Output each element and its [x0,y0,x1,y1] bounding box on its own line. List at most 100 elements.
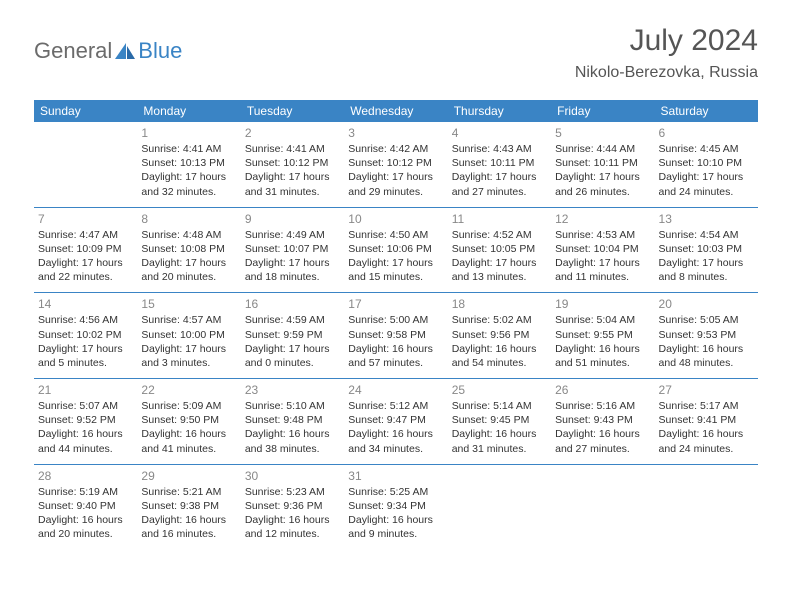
day-header: Sunday [34,100,137,122]
calendar-cell: 9Sunrise: 4:49 AMSunset: 10:07 PMDayligh… [241,207,344,293]
calendar-cell: 8 Sunrise: 4:48 AMSunset: 10:08 PMDayligh… [137,207,240,293]
calendar-cell: 5Sunrise: 4:44 AMSunset: 10:11 PMDayligh… [551,122,654,207]
day-info: Sunrise: 5:19 AMSunset: 9:40 PMDaylight:… [38,485,133,542]
calendar-cell: 3 Sunrise: 4:42 AMSunset: 10:12 PMDayligh… [344,122,447,207]
calendar-cell: 29 Sunrise: 5:21 AMSunset: 9:38 PMDayligh… [137,464,240,549]
day-number: 6 [659,126,754,140]
day-number: 16 [245,297,340,311]
calendar-cell: 23Sunrise: 5:10 AMSunset: 9:48 PMDayligh… [241,379,344,465]
calendar-cell: 17Sunrise: 5:00 AMSunset: 9:58 PMDayligh… [344,293,447,379]
day-info: Sunrise: 5:25 AMSunset: 9:34 PMDaylight:… [348,485,443,542]
day-info: Sunrise: 4:56 AMSunset: 10:02 PMDaylight… [38,313,133,370]
day-number: 31 [348,469,443,483]
day-number: 13 [659,212,754,226]
calendar-week: 21 Sunrise: 5:07 AMSunset: 9:52 PMDayligh… [34,379,758,465]
calendar-cell: 7Sunrise: 4:47 AMSunset: 10:09 PMDayligh… [34,207,137,293]
day-info: Sunrise: 5:23 AMSunset: 9:36 PMDaylight:… [245,485,340,542]
day-info: Sunrise: 5:09 AMSunset: 9:50 PMDaylight:… [141,399,236,456]
calendar-cell: 18 Sunrise: 5:02 AMSunset: 9:56 PMDayligh… [448,293,551,379]
calendar-table: SundayMondayTuesdayWednesdayThursdayFrid… [34,100,758,549]
logo-text-blue: Blue [138,38,182,64]
calendar-cell: 10 Sunrise: 4:50 AMSunset: 10:06 PMDaylig… [344,207,447,293]
day-number: 8 [141,212,236,226]
day-info: Sunrise: 4:41 AMSunset: 10:12 PMDaylight… [245,142,340,199]
day-info: Sunrise: 5:21 AMSunset: 9:38 PMDaylight:… [141,485,236,542]
calendar-cell: 16 Sunrise: 4:59 AMSunset: 9:59 PMDayligh… [241,293,344,379]
day-info: Sunrise: 4:42 AMSunset: 10:12 PMDaylight… [348,142,443,199]
calendar-cell: 13 Sunrise: 4:54 AMSunset: 10:03 PMDaylig… [655,207,758,293]
day-header: Friday [551,100,654,122]
logo-text-general: General [34,38,112,64]
day-number: 19 [555,297,650,311]
calendar-cell [448,464,551,549]
title-block: July 2024 Nikolo-Berezovka, Russia [575,24,758,82]
day-number: 11 [452,212,547,226]
day-info: Sunrise: 4:57 AMSunset: 10:00 PMDaylight… [141,313,236,370]
calendar-week: 14 Sunrise: 4:56 AMSunset: 10:02 PMDaylig… [34,293,758,379]
day-number: 10 [348,212,443,226]
day-info: Sunrise: 5:00 AMSunset: 9:58 PMDaylight:… [348,313,443,370]
day-info: Sunrise: 4:41 AMSunset: 10:13 PMDaylight… [141,142,236,199]
day-info: Sunrise: 5:07 AMSunset: 9:52 PMDaylight:… [38,399,133,456]
day-number: 21 [38,383,133,397]
calendar-cell [655,464,758,549]
day-number: 27 [659,383,754,397]
calendar-cell: 6 Sunrise: 4:45 AMSunset: 10:10 PMDayligh… [655,122,758,207]
day-number: 12 [555,212,650,226]
calendar-cell: 15 Sunrise: 4:57 AMSunset: 10:00 PMDaylig… [137,293,240,379]
day-number: 18 [452,297,547,311]
calendar-cell: 27 Sunrise: 5:17 AMSunset: 9:41 PMDayligh… [655,379,758,465]
day-number: 14 [38,297,133,311]
day-info: Sunrise: 4:48 AMSunset: 10:08 PMDaylight… [141,228,236,285]
day-number: 1 [141,126,236,140]
location: Nikolo-Berezovka, Russia [575,64,758,82]
calendar-cell: 30 Sunrise: 5:23 AMSunset: 9:36 PMDayligh… [241,464,344,549]
day-info: Sunrise: 4:59 AMSunset: 9:59 PMDaylight:… [245,313,340,370]
day-info: Sunrise: 4:50 AMSunset: 10:06 PMDaylight… [348,228,443,285]
day-number: 26 [555,383,650,397]
day-number: 30 [245,469,340,483]
header: General Blue July 2024 Nikolo-Berezovka,… [34,24,758,82]
calendar-cell: 2 Sunrise: 4:41 AMSunset: 10:12 PMDayligh… [241,122,344,207]
logo-sail-icon [114,42,136,60]
calendar-cell: 19Sunrise: 5:04 AMSunset: 9:55 PMDayligh… [551,293,654,379]
day-number: 15 [141,297,236,311]
day-info: Sunrise: 5:16 AMSunset: 9:43 PMDaylight:… [555,399,650,456]
day-info: Sunrise: 4:54 AMSunset: 10:03 PMDaylight… [659,228,754,285]
day-number: 3 [348,126,443,140]
day-number: 7 [38,212,133,226]
day-info: Sunrise: 5:17 AMSunset: 9:41 PMDaylight:… [659,399,754,456]
day-number: 20 [659,297,754,311]
day-info: Sunrise: 4:52 AMSunset: 10:05 PMDaylight… [452,228,547,285]
calendar-cell: 24 Sunrise: 5:12 AMSunset: 9:47 PMDayligh… [344,379,447,465]
calendar-cell: 22 Sunrise: 5:09 AMSunset: 9:50 PMDayligh… [137,379,240,465]
calendar-cell: 21 Sunrise: 5:07 AMSunset: 9:52 PMDayligh… [34,379,137,465]
day-info: Sunrise: 5:02 AMSunset: 9:56 PMDaylight:… [452,313,547,370]
day-number: 22 [141,383,236,397]
day-header-row: SundayMondayTuesdayWednesdayThursdayFrid… [34,100,758,122]
logo: General Blue [34,38,182,64]
day-number: 28 [38,469,133,483]
day-header: Tuesday [241,100,344,122]
day-info: Sunrise: 5:05 AMSunset: 9:53 PMDaylight:… [659,313,754,370]
day-number: 4 [452,126,547,140]
day-number: 2 [245,126,340,140]
calendar-cell: 20 Sunrise: 5:05 AMSunset: 9:53 PMDayligh… [655,293,758,379]
day-number: 29 [141,469,236,483]
calendar-week: 7Sunrise: 4:47 AMSunset: 10:09 PMDayligh… [34,207,758,293]
calendar-cell: 11 Sunrise: 4:52 AMSunset: 10:05 PMDaylig… [448,207,551,293]
calendar-cell: 4Sunrise: 4:43 AMSunset: 10:11 PMDayligh… [448,122,551,207]
calendar-week: 28 Sunrise: 5:19 AMSunset: 9:40 PMDayligh… [34,464,758,549]
day-info: Sunrise: 4:45 AMSunset: 10:10 PMDaylight… [659,142,754,199]
calendar-cell: 25Sunrise: 5:14 AMSunset: 9:45 PMDayligh… [448,379,551,465]
day-number: 24 [348,383,443,397]
day-header: Monday [137,100,240,122]
calendar-cell: 26 Sunrise: 5:16 AMSunset: 9:43 PMDayligh… [551,379,654,465]
month-title: July 2024 [575,24,758,58]
day-info: Sunrise: 5:12 AMSunset: 9:47 PMDaylight:… [348,399,443,456]
calendar-week: 1 Sunrise: 4:41 AMSunset: 10:13 PMDayligh… [34,122,758,207]
day-info: Sunrise: 5:14 AMSunset: 9:45 PMDaylight:… [452,399,547,456]
day-number: 9 [245,212,340,226]
calendar-cell: 1 Sunrise: 4:41 AMSunset: 10:13 PMDayligh… [137,122,240,207]
calendar-cell: 31 Sunrise: 5:25 AMSunset: 9:34 PMDayligh… [344,464,447,549]
